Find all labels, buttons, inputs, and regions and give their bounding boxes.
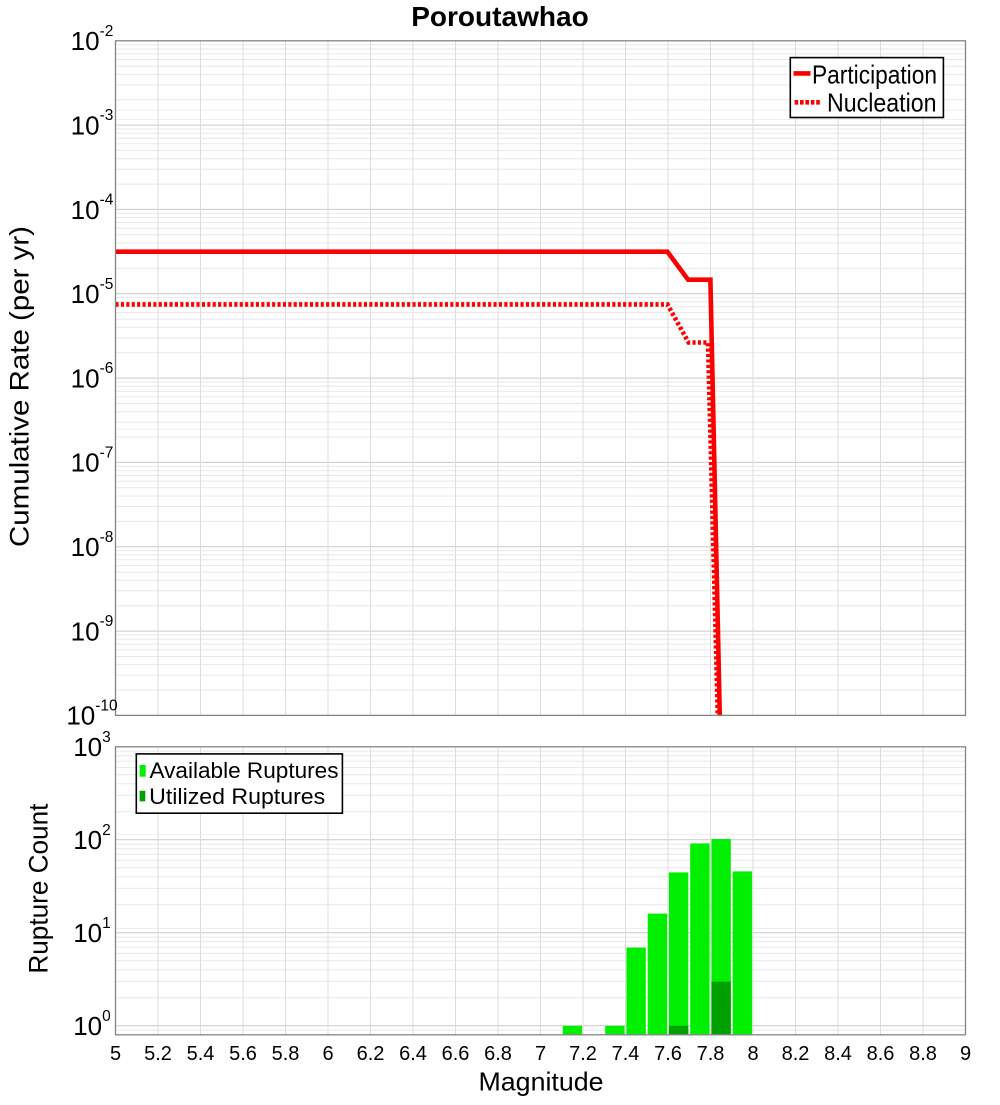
svg-text:5.6: 5.6 <box>229 1043 257 1065</box>
svg-text:5.2: 5.2 <box>144 1043 172 1065</box>
svg-text:6.8: 6.8 <box>484 1043 512 1065</box>
svg-text:Magnitude: Magnitude <box>479 1066 604 1096</box>
svg-text:Rupture Count: Rupture Count <box>23 803 53 973</box>
svg-text:7.6: 7.6 <box>654 1043 682 1065</box>
svg-text:7.8: 7.8 <box>697 1043 725 1065</box>
svg-text:9: 9 <box>960 1043 971 1065</box>
svg-text:6.2: 6.2 <box>357 1043 385 1065</box>
svg-text:8.4: 8.4 <box>824 1043 852 1065</box>
svg-text:8.2: 8.2 <box>782 1043 810 1065</box>
svg-text:7.2: 7.2 <box>569 1043 597 1065</box>
svg-text:7: 7 <box>535 1043 546 1065</box>
svg-text:5: 5 <box>110 1043 121 1065</box>
svg-text:6: 6 <box>322 1043 333 1065</box>
svg-text:Participation: Participation <box>812 59 937 89</box>
svg-text:10-9: 10-9 <box>71 613 114 646</box>
svg-text:Available Ruptures: Available Ruptures <box>150 758 339 783</box>
svg-text:5.8: 5.8 <box>272 1043 300 1065</box>
svg-text:Cumulative Rate (per yr): Cumulative Rate (per yr) <box>5 226 35 547</box>
svg-text:8.6: 8.6 <box>867 1043 895 1065</box>
svg-text:6.6: 6.6 <box>442 1043 470 1065</box>
svg-text:7.4: 7.4 <box>612 1043 640 1065</box>
svg-text:Utilized Ruptures: Utilized Ruptures <box>149 784 325 809</box>
svg-text:5.4: 5.4 <box>187 1043 215 1065</box>
svg-text:8: 8 <box>747 1043 758 1065</box>
svg-text:6.4: 6.4 <box>399 1043 427 1065</box>
svg-text:8.8: 8.8 <box>909 1043 937 1065</box>
svg-text:10-8: 10-8 <box>71 529 114 562</box>
svg-text:Poroutawhao: Poroutawhao <box>411 1 589 32</box>
svg-text:Nucleation: Nucleation <box>827 88 937 118</box>
